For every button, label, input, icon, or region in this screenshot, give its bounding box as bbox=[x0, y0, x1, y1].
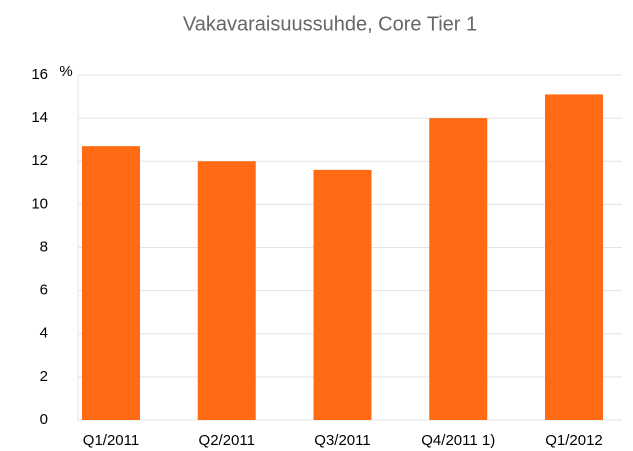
y-tick-label: 14 bbox=[31, 109, 48, 126]
x-tick-label: Q1/2012 bbox=[545, 432, 603, 449]
y-tick-label: 2 bbox=[40, 368, 48, 385]
x-tick-label: Q2/2011 bbox=[199, 432, 255, 449]
bar bbox=[429, 118, 488, 420]
x-tick-label: Q1/2011 bbox=[83, 432, 139, 449]
y-tick-label: 8 bbox=[40, 238, 48, 255]
y-tick-label: 0 bbox=[40, 411, 48, 428]
bar bbox=[82, 146, 140, 420]
x-tick-label: Q3/2011 bbox=[314, 432, 370, 449]
y-tick-label: 4 bbox=[40, 325, 48, 342]
bar bbox=[545, 94, 603, 420]
y-axis-label: % bbox=[59, 63, 72, 80]
bar bbox=[313, 169, 372, 420]
y-tick-label: 10 bbox=[31, 195, 48, 212]
x-tick-label: Q4/2011 1) bbox=[421, 432, 495, 449]
y-tick-label: 16 bbox=[31, 66, 48, 83]
chart-title: Vakavaraisuussuhde, Core Tier 1 bbox=[183, 13, 477, 35]
y-tick-label: 6 bbox=[40, 282, 48, 299]
bar bbox=[197, 161, 256, 420]
y-tick-label: 12 bbox=[31, 152, 48, 169]
